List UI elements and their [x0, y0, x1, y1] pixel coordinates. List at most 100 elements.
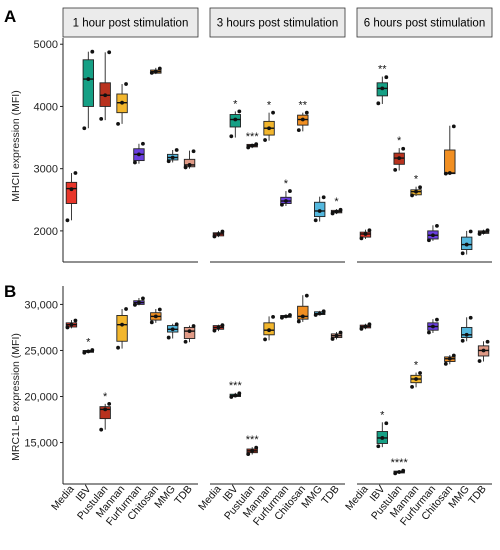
panel-b-point-pustulan — [107, 401, 112, 406]
panel-b-point-media — [367, 322, 372, 327]
panel-a-box-pustulan: * — [393, 135, 406, 172]
panel-a-point-mannan — [418, 185, 422, 190]
panel-a-box-mmg — [313, 195, 326, 223]
panel-b-box-tdb — [330, 330, 343, 341]
panel-a-facet-1: 1 hour post stimulation — [62, 7, 199, 263]
panel-a-point-pustulan — [254, 142, 259, 146]
panel-b-y-tick-label: 30,000 — [24, 299, 58, 311]
panel-a-box-chitosan — [443, 124, 456, 176]
panel-b-point-pustulan — [254, 445, 259, 450]
panel-b-box-mannan — [116, 307, 128, 350]
panel-a-point-media — [367, 228, 372, 233]
panel-b-significance-ibv: * — [86, 337, 91, 349]
panel-a-point-media — [212, 234, 217, 239]
panel-a-point-furfurman — [435, 224, 439, 228]
panel-a-box-mannan: * — [410, 174, 422, 198]
panel-a-box-mannan: * — [263, 100, 275, 142]
panel-b-box-ibv: * — [376, 409, 389, 449]
panel-a-box-pustulan — [99, 50, 112, 121]
panel-a-y-tick-label: 5000 — [34, 39, 58, 51]
panel-a-y-axis-title: MHCII expression (MFI) — [10, 90, 22, 201]
panel-b-point-mmg — [174, 322, 179, 327]
panel-a-significance-furfurman: * — [284, 178, 289, 190]
panel-b-point-mmg — [464, 332, 469, 337]
panel-a-point-mannan — [410, 193, 414, 198]
panel-a-point-mmg — [170, 155, 175, 160]
panel-a-box-ibv — [82, 49, 95, 131]
panel-a-point-ibv — [384, 75, 389, 80]
panel-b-point-pustulan — [99, 427, 104, 432]
panel-a-point-furfurman — [280, 202, 284, 207]
panel-a-point-pustulan — [99, 116, 104, 121]
panel-a-point-tdb — [330, 211, 335, 216]
panel-b-point-media — [73, 318, 78, 323]
panel-a-letter: A — [4, 7, 16, 26]
panel-b-box-pustulan: *** — [246, 434, 259, 456]
panel-b-point-mannan — [410, 384, 414, 389]
panel-a-point-ibv — [237, 109, 242, 114]
panel-b-point-furfurman — [280, 315, 284, 320]
panel-a-point-pustulan — [250, 143, 255, 148]
panel-a-point-mannan — [414, 189, 418, 194]
panel-a-point-media — [220, 229, 225, 234]
panel-a-point-mmg — [468, 229, 473, 234]
panel-a-y-tick-label: 3000 — [34, 164, 58, 176]
panel-a-point-media — [363, 232, 368, 236]
panel-b-point-mannan — [263, 337, 267, 342]
x-category-label-media: Media — [49, 483, 77, 513]
panel-b-point-pustulan — [250, 448, 255, 453]
panel-a-box-mmg — [166, 148, 179, 164]
panel-a-box-pustulan: *** — [246, 131, 259, 150]
panel-b-point-media — [216, 325, 221, 330]
panel-b-point-mannan — [116, 345, 120, 350]
panel-b-point-ibv — [229, 395, 234, 399]
panel-b-box-pustulan: **** — [391, 457, 408, 476]
panel-a-box-body-chitosan — [444, 149, 456, 175]
panel-b-box-tdb — [183, 324, 196, 344]
panel-b-point-tdb — [338, 330, 343, 335]
panel-b-box-mmg — [460, 315, 473, 343]
panel-b-point-pustulan — [393, 471, 398, 476]
x-category-label-tdb: TDB — [319, 483, 342, 507]
panel-b-point-chitosan — [300, 314, 305, 319]
panel-a-point-tdb — [183, 165, 188, 170]
panel-a-y-tick-label: 4000 — [34, 101, 58, 113]
panel-a-facet-2: 3 hours post stimulation********* — [209, 7, 346, 263]
panel-a-point-pustulan — [397, 156, 402, 160]
panel-a-point-pustulan — [103, 93, 108, 98]
panel-b-significance-ibv: *** — [229, 380, 243, 392]
panel-a-point-ibv — [380, 86, 385, 91]
panel-b-point-furfurman — [284, 314, 288, 319]
panel-b-point-furfurman — [435, 317, 439, 322]
panel-a-point-ibv — [376, 101, 381, 106]
x-category-label-tdb: TDB — [466, 483, 489, 507]
panel-a-y-tick-label: 2000 — [34, 226, 58, 238]
panel-b-box-ibv: *** — [229, 380, 243, 399]
panel-a-point-mmg — [317, 209, 322, 213]
panel-b-significance-ibv: * — [380, 409, 385, 421]
panel-a-point-mmg — [166, 159, 171, 164]
panel-b-point-media — [363, 324, 368, 329]
panel-a-point-chitosan — [153, 69, 158, 74]
panel-a-point-media — [216, 232, 221, 236]
panel-b-letter: B — [4, 282, 16, 301]
panel-b-box-body-pustulan — [99, 406, 111, 420]
panel-a-significance-chitosan: ** — [299, 100, 308, 112]
panel-b-point-pustulan — [246, 452, 251, 456]
panel-b-box-furfurman — [280, 313, 292, 320]
panel-a-point-ibv — [90, 49, 95, 54]
panel-b-point-furfurman — [427, 330, 431, 335]
panel-b-point-ibv — [380, 436, 385, 440]
x-category-label-tdb: TDB — [172, 483, 195, 507]
panel-b-point-ibv — [233, 393, 238, 398]
panel-b-point-mannan — [418, 371, 422, 375]
panel-a-box-furfurman — [133, 141, 145, 165]
panel-b-point-media — [69, 322, 74, 327]
panel-a-point-furfurman — [133, 160, 137, 165]
panel-a-significance-pustulan: * — [397, 135, 402, 147]
panel-b-point-ibv — [90, 348, 95, 352]
panel-a-significance-ibv: ** — [378, 64, 387, 76]
panel-a-facet-1-strip — [62, 7, 199, 38]
panel-b-point-media — [359, 326, 364, 331]
